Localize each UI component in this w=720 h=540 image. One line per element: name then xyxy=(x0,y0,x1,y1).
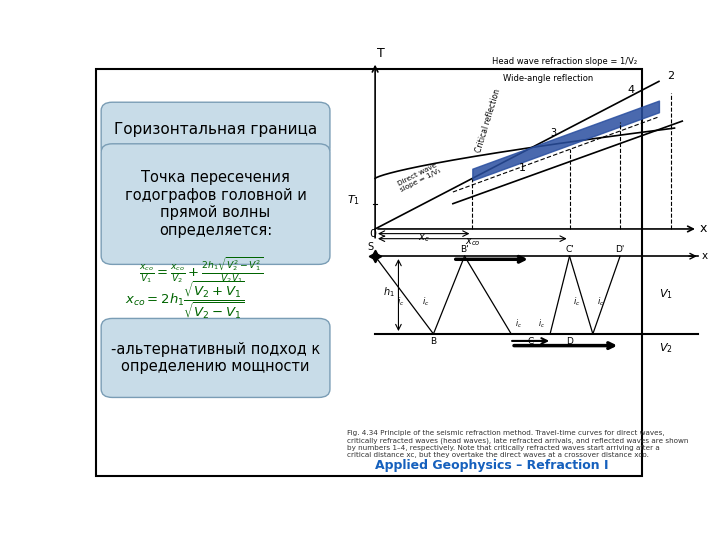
FancyBboxPatch shape xyxy=(101,102,330,156)
FancyBboxPatch shape xyxy=(101,144,330,265)
Text: Head wave refraction slope = 1/V₂: Head wave refraction slope = 1/V₂ xyxy=(492,57,637,66)
Text: 0: 0 xyxy=(369,229,377,239)
Text: 1: 1 xyxy=(519,163,526,173)
Text: B: B xyxy=(431,336,436,346)
Text: $x_{co} = 2h_1\dfrac{\sqrt{V_2 + V_1}}{\sqrt{V_2 - V_1}}$: $x_{co} = 2h_1\dfrac{\sqrt{V_2 + V_1}}{\… xyxy=(125,279,245,321)
Text: $i_c$: $i_c$ xyxy=(539,317,546,329)
Text: $\frac{x_{co}}{V_1} = \frac{x_{co}}{V_2} + \frac{2h_1\sqrt{V_2^2 - V_1^2}}{V_2 V: $\frac{x_{co}}{V_1} = \frac{x_{co}}{V_2}… xyxy=(140,256,264,286)
Text: S: S xyxy=(367,242,374,252)
Text: Critical reflection: Critical reflection xyxy=(474,87,502,153)
Text: -альтернативный подход к
определению мощности: -альтернативный подход к определению мощ… xyxy=(111,342,320,374)
Text: Direct wave
slope = 1/V₁: Direct wave slope = 1/V₁ xyxy=(397,161,442,193)
Text: D: D xyxy=(566,336,573,346)
FancyBboxPatch shape xyxy=(96,69,642,476)
Text: x: x xyxy=(700,222,707,235)
Text: Точка пересечения
годографов головной и
прямой волны
определяется:: Точка пересечения годографов головной и … xyxy=(125,171,307,238)
FancyBboxPatch shape xyxy=(101,319,330,397)
Text: $h_1$: $h_1$ xyxy=(383,285,395,299)
Text: $V_1$: $V_1$ xyxy=(659,287,672,301)
Text: D': D' xyxy=(616,245,625,253)
Text: $x_{co}$: $x_{co}$ xyxy=(464,237,480,248)
Text: T: T xyxy=(377,47,384,60)
Text: $i_c$: $i_c$ xyxy=(573,296,581,308)
Text: Fig. 4.34 Principle of the seismic refraction method. Travel-time curves for dir: Fig. 4.34 Principle of the seismic refra… xyxy=(347,430,688,458)
Text: 3: 3 xyxy=(550,127,557,138)
Text: C': C' xyxy=(565,245,574,253)
Text: $i_c$: $i_c$ xyxy=(515,317,522,329)
Text: x: x xyxy=(702,251,708,261)
Text: 4: 4 xyxy=(628,85,635,95)
Text: $i_c$: $i_c$ xyxy=(422,296,429,308)
Text: 2: 2 xyxy=(667,71,674,82)
Text: $x_c$: $x_c$ xyxy=(418,232,430,244)
Text: Горизонтальная граница: Горизонтальная граница xyxy=(114,122,318,137)
Text: B': B' xyxy=(460,245,469,253)
Text: Applied Geophysics – Refraction I: Applied Geophysics – Refraction I xyxy=(375,460,608,472)
Text: Wide-angle reflection: Wide-angle reflection xyxy=(503,74,594,83)
Text: $i_c$: $i_c$ xyxy=(597,296,604,308)
Text: $V_2$: $V_2$ xyxy=(659,341,672,355)
Text: $i_c$: $i_c$ xyxy=(397,296,404,308)
Text: $T_1$: $T_1$ xyxy=(346,194,359,207)
Text: C: C xyxy=(528,336,534,346)
